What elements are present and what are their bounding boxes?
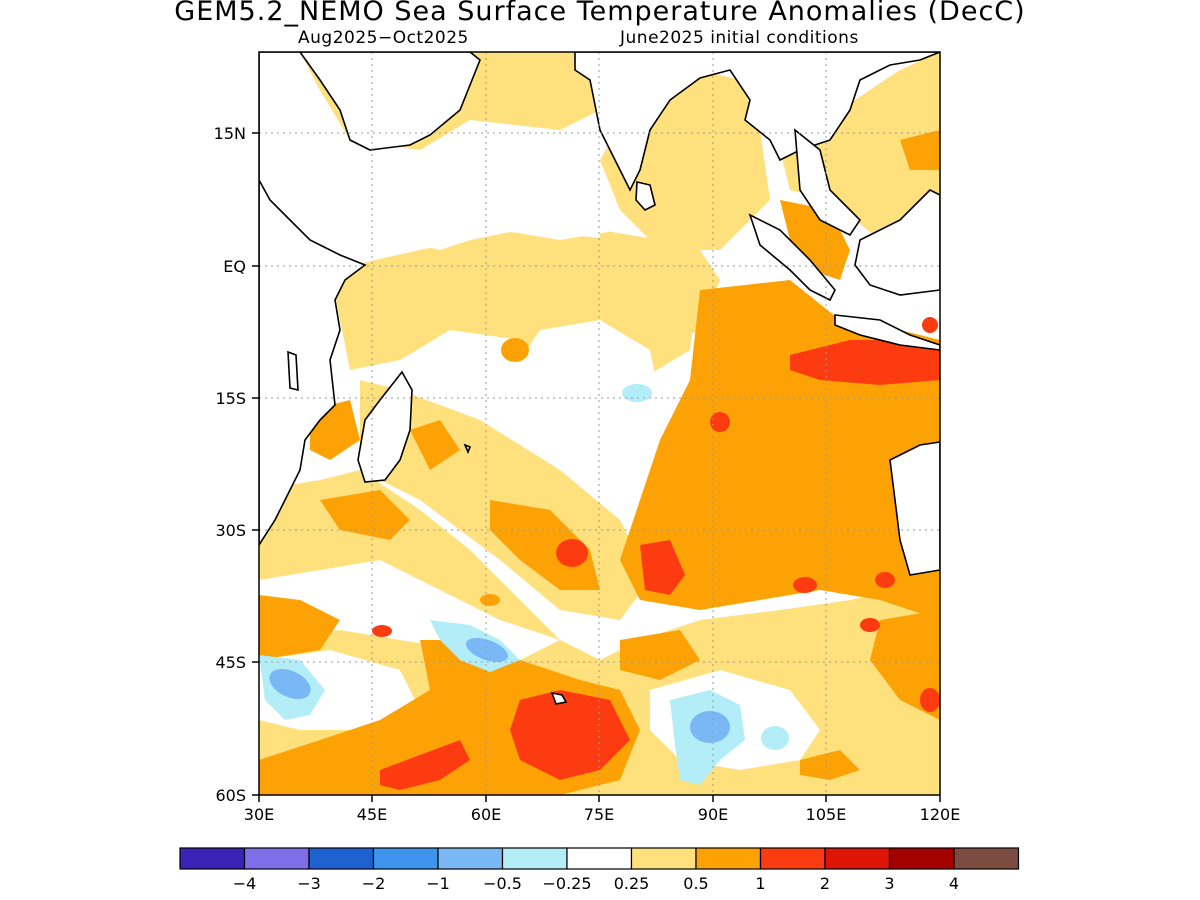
- java: [834, 314, 940, 351]
- axis-ticks: [252, 132, 941, 802]
- australia: [889, 441, 940, 576]
- lat-label: 45S: [215, 653, 246, 672]
- coastlines: [259, 52, 940, 705]
- colorbar-swatch: [308, 847, 375, 870]
- longitude-labels: 30E 45E 60E 75E 90E 105E 120E: [244, 805, 961, 824]
- colorbar-swatch: [501, 847, 568, 870]
- africa-arabia: [259, 52, 481, 547]
- lat-label: 30S: [215, 521, 246, 540]
- colorbar-label: 0.25: [614, 874, 650, 893]
- forecast-period: Aug2025−Oct2025: [298, 28, 469, 48]
- colorbar-label: 2: [820, 874, 830, 893]
- colorbar-swatch: [437, 847, 504, 870]
- map-title: GEM5.2_NEMO Sea Surface Temperature Anom…: [174, 0, 1026, 27]
- lat-label: EQ: [223, 257, 246, 276]
- colorbar-swatch: [243, 847, 310, 870]
- colorbar-swatch: [630, 847, 697, 870]
- sumatra: [748, 213, 836, 302]
- colorbar-swatch: [372, 847, 439, 870]
- lat-label: 15N: [214, 124, 246, 143]
- kerguelen: [550, 691, 568, 705]
- colorbar-label: 1: [755, 874, 765, 893]
- colorbar-label: −0.25: [542, 874, 591, 893]
- colorbar-swatch: [888, 847, 955, 870]
- colorbar-label: −0.5: [483, 874, 522, 893]
- colorbar-label: −1: [426, 874, 450, 893]
- lon-label: 45E: [357, 805, 387, 824]
- colorbar-label: 4: [949, 874, 959, 893]
- lon-label: 30E: [244, 805, 274, 824]
- lon-label: 60E: [471, 805, 501, 824]
- anomaly-band-1-2: [372, 317, 940, 790]
- borneo: [854, 189, 940, 296]
- colorbar-swatch: [953, 847, 1020, 870]
- sri-lanka: [635, 181, 656, 211]
- colorbar-label: −3: [297, 874, 321, 893]
- colorbar-label: −2: [362, 874, 386, 893]
- colorbar-label: −4: [233, 874, 257, 893]
- colorbar: −4 −3 −2 −1 −0.5 −0.25 0.25 0.5 1 2 3 4: [179, 847, 1020, 893]
- lat-label: 15S: [215, 389, 246, 408]
- colorbar-swatch: [566, 847, 633, 870]
- initial-conditions: June2025 initial conditions: [620, 28, 859, 48]
- lon-label: 105E: [806, 805, 847, 824]
- latitude-labels: 15N EQ 15S 30S 45S 60S: [214, 124, 246, 805]
- colorbar-swatch: [759, 847, 826, 870]
- map-grid: [259, 52, 940, 795]
- colorbar-label: 0.5: [683, 874, 708, 893]
- lon-label: 90E: [698, 805, 728, 824]
- malay-peninsula: [794, 128, 862, 237]
- south-asia: [574, 52, 940, 192]
- anomaly-band-neg-0.5: [269, 637, 730, 743]
- somalia-coast-island: [287, 350, 299, 392]
- colorbar-swatch: [824, 847, 891, 870]
- lon-label: 120E: [920, 805, 961, 824]
- mascarene-islands: [463, 443, 472, 455]
- lat-label: 60S: [215, 786, 246, 805]
- lon-label: 75E: [584, 805, 614, 824]
- colorbar-label: 3: [884, 874, 894, 893]
- colorbar-swatch: [695, 847, 762, 870]
- colorbar-swatch: [179, 847, 246, 870]
